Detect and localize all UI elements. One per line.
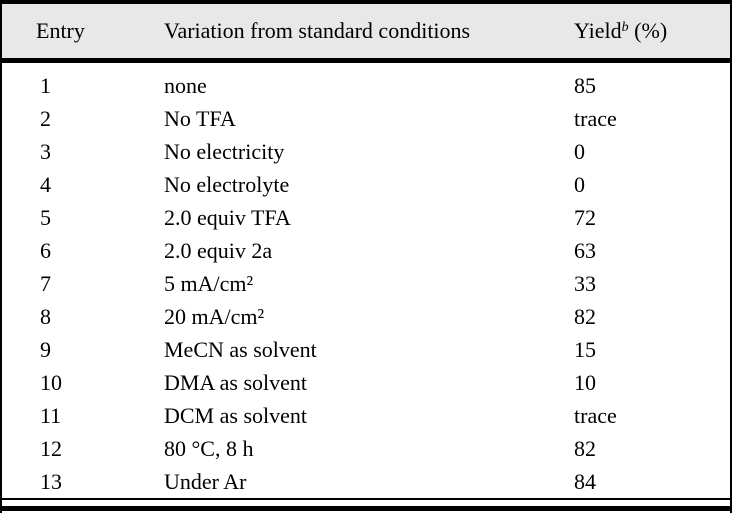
table-body: 1 none 85 2 No TFA trace 3 No electricit…: [2, 63, 730, 498]
table-row: 4 No electrolyte 0: [2, 168, 730, 201]
yield-cell: 72: [574, 204, 596, 230]
variation-cell: No TFA: [164, 105, 236, 131]
yield-cell: 82: [574, 435, 596, 461]
table-row: 10 DMA as solvent 10: [2, 366, 730, 399]
entry-cell: 11: [40, 402, 62, 428]
variation-cell: Under Ar: [164, 468, 247, 494]
variation-cell: No electrolyte: [164, 171, 290, 197]
table-row: 2 No TFA trace: [2, 102, 730, 135]
variation-cell: 80 °C, 8 h: [164, 435, 254, 461]
variation-cell: 2.0 equiv 2a: [164, 237, 273, 263]
table-row: 7 5 mA/cm² 33: [2, 267, 730, 300]
variation-cell: 2.0 equiv TFA: [164, 204, 291, 230]
variation-cell: 5 mA/cm²: [164, 270, 254, 296]
entry-cell: 8: [40, 303, 51, 329]
table-header-rule: [2, 58, 730, 63]
table-header-row: Entry Variation from standard conditions…: [2, 4, 730, 58]
entry-cell: 9: [40, 336, 51, 362]
header-yield-label: Yield: [574, 18, 622, 43]
yield-cell: 63: [574, 237, 596, 263]
header-entry: Entry: [36, 18, 85, 43]
entry-cell: 12: [40, 435, 62, 461]
entry-cell: 3: [40, 138, 51, 164]
table-row: 12 80 °C, 8 h 82: [2, 432, 730, 465]
entry-cell: 7: [40, 270, 51, 296]
table-row: 6 2.0 equiv 2a 63: [2, 234, 730, 267]
header-yield-footnote-marker: b: [621, 20, 629, 35]
table-row: 1 none 85: [2, 69, 730, 102]
variation-cell: none: [164, 72, 207, 98]
variation-cell: DMA as solvent: [164, 369, 307, 395]
header-variation: Variation from standard conditions: [164, 18, 471, 43]
yield-cell: 84: [574, 468, 596, 494]
table-top-rule: [2, 0, 730, 4]
variation-cell: DCM as solvent: [164, 402, 307, 428]
table-row: 8 20 mA/cm² 82: [2, 300, 730, 333]
entry-cell: 5: [40, 204, 51, 230]
entry-cell: 1: [40, 72, 51, 98]
table-bottom-thin-rule: [2, 498, 730, 500]
yield-cell: 0: [574, 171, 585, 197]
table-row: 9 MeCN as solvent 15: [2, 333, 730, 366]
yield-cell: 85: [574, 72, 596, 98]
table-row: 11 DCM as solvent trace: [2, 399, 730, 432]
variation-cell: 20 mA/cm²: [164, 303, 265, 329]
yield-cell: 15: [574, 336, 596, 362]
header-yield-unit: (%): [628, 18, 668, 43]
header-yield: Yieldb (%): [574, 18, 730, 44]
entry-cell: 13: [40, 468, 62, 494]
yield-cell: 33: [574, 270, 596, 296]
yield-cell: 82: [574, 303, 596, 329]
table-row: 5 2.0 equiv TFA 72: [2, 201, 730, 234]
yield-cell: trace: [574, 105, 617, 131]
variation-cell: MeCN as solvent: [164, 336, 317, 362]
variation-cell: No electricity: [164, 138, 285, 164]
yield-cell: 10: [574, 369, 596, 395]
table-bottom-thick-rule: [2, 506, 730, 511]
table-row: 13 Under Ar 84: [2, 465, 730, 498]
entry-cell: 6: [40, 237, 51, 263]
entry-cell: 10: [40, 369, 62, 395]
entry-cell: 4: [40, 171, 51, 197]
yield-cell: trace: [574, 402, 617, 428]
table-row: 3 No electricity 0: [2, 135, 730, 168]
yield-cell: 0: [574, 138, 585, 164]
entry-cell: 2: [40, 105, 51, 131]
